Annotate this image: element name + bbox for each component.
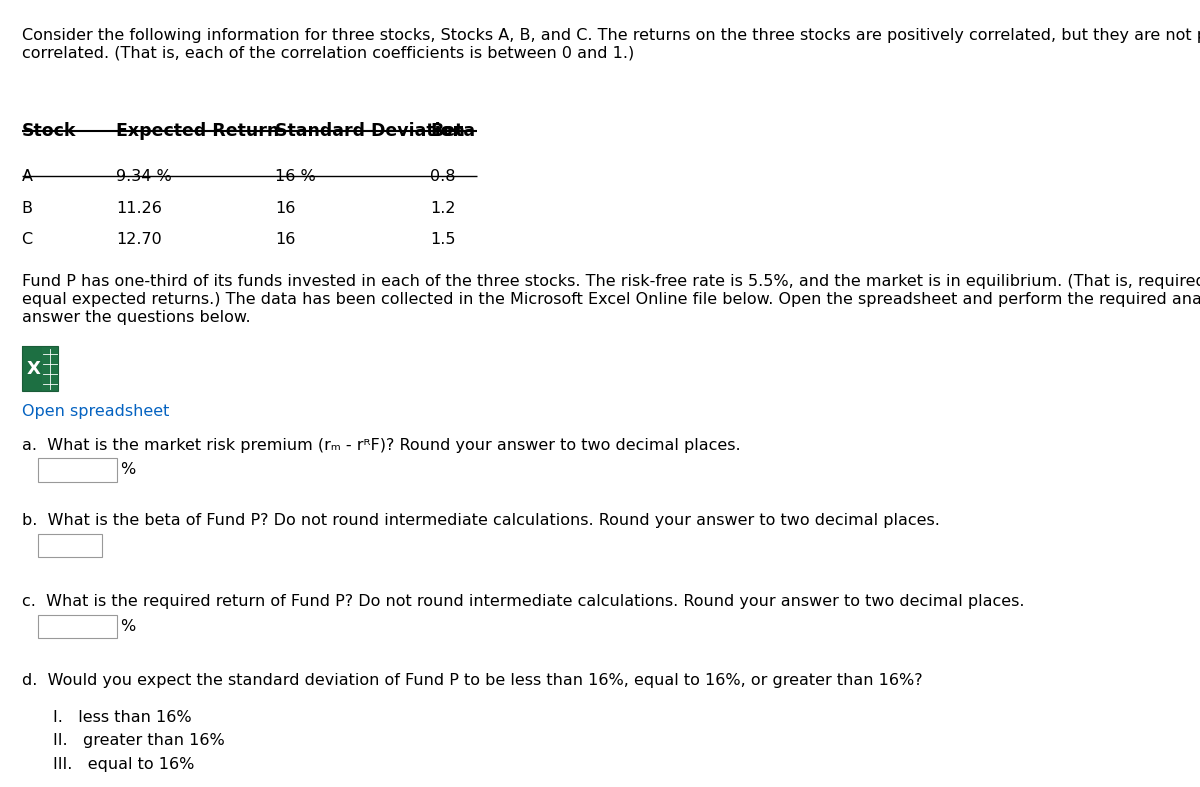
Text: Stock: Stock <box>22 122 76 140</box>
Text: 11.26: 11.26 <box>116 201 162 216</box>
Text: a.  What is the market risk premium (rₘ - rᴿF)? Round your answer to two decimal: a. What is the market risk premium (rₘ -… <box>22 438 740 453</box>
Text: B: B <box>22 201 32 216</box>
Text: 16 %: 16 % <box>275 169 316 184</box>
Text: A: A <box>22 169 32 184</box>
Text: Consider the following information for three stocks, Stocks A, B, and C. The ret: Consider the following information for t… <box>22 28 1200 42</box>
Text: Standard Deviation: Standard Deviation <box>275 122 466 140</box>
Text: I.   less than 16%: I. less than 16% <box>53 710 192 725</box>
Text: X: X <box>28 360 41 378</box>
Text: 0.8: 0.8 <box>430 169 456 184</box>
Text: c.  What is the required return of Fund P? Do not round intermediate calculation: c. What is the required return of Fund P… <box>22 594 1024 609</box>
FancyBboxPatch shape <box>38 534 102 557</box>
FancyBboxPatch shape <box>38 615 116 638</box>
Text: C: C <box>22 232 32 247</box>
FancyBboxPatch shape <box>42 346 59 391</box>
Text: 1.2: 1.2 <box>430 201 456 216</box>
Text: 16: 16 <box>275 201 295 216</box>
Text: 1.5: 1.5 <box>430 232 456 247</box>
Text: 16: 16 <box>275 232 295 247</box>
Text: answer the questions below.: answer the questions below. <box>22 310 250 325</box>
Text: Open spreadsheet: Open spreadsheet <box>22 404 169 419</box>
Text: d.  Would you expect the standard deviation of Fund P to be less than 16%, equal: d. Would you expect the standard deviati… <box>22 673 922 688</box>
Text: 9.34 %: 9.34 % <box>116 169 172 184</box>
Text: %: % <box>120 619 136 634</box>
Text: Beta: Beta <box>430 122 475 140</box>
Text: b.  What is the beta of Fund P? Do not round intermediate calculations. Round yo: b. What is the beta of Fund P? Do not ro… <box>22 513 940 528</box>
Text: II.   greater than 16%: II. greater than 16% <box>53 733 226 748</box>
Text: equal expected returns.) The data has been collected in the Microsoft Excel Onli: equal expected returns.) The data has be… <box>22 292 1200 307</box>
Text: III.   equal to 16%: III. equal to 16% <box>53 757 194 772</box>
Text: %: % <box>120 462 136 478</box>
Text: correlated. (That is, each of the correlation coefficients is between 0 and 1.): correlated. (That is, each of the correl… <box>22 46 634 61</box>
Text: Expected Return: Expected Return <box>116 122 280 140</box>
FancyBboxPatch shape <box>38 458 116 482</box>
Text: 12.70: 12.70 <box>116 232 162 247</box>
FancyBboxPatch shape <box>22 346 42 391</box>
Text: Fund P has one-third of its funds invested in each of the three stocks. The risk: Fund P has one-third of its funds invest… <box>22 274 1200 289</box>
